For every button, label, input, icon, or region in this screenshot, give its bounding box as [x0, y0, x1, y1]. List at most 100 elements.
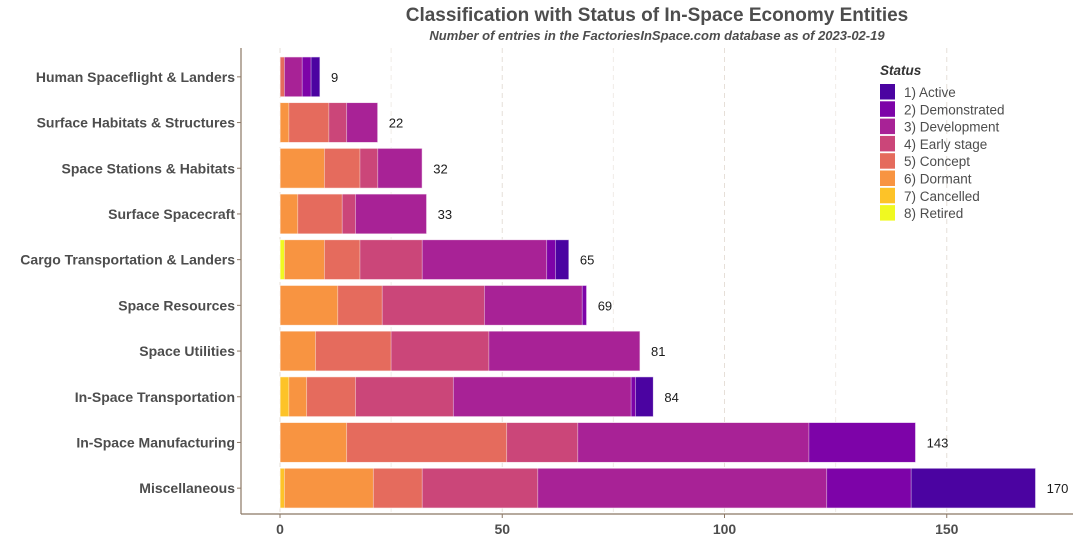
bar-segment [324, 239, 361, 281]
bar-segment [324, 147, 361, 189]
y-tick-label: In-Space Manufacturing [76, 434, 235, 450]
bars [279, 56, 1037, 509]
bar-segment [279, 284, 339, 326]
bar-segment [288, 376, 308, 418]
total-label: 84 [664, 390, 678, 405]
bar-group [279, 193, 428, 235]
bar-group [279, 147, 423, 189]
total-label: 22 [389, 116, 403, 131]
bar-outline [279, 102, 379, 144]
legend-item: 8) Retired [880, 205, 963, 221]
bar-outline [279, 376, 654, 418]
bar-segment [279, 376, 290, 418]
bar-segment [359, 239, 423, 281]
x-tick-labels: 0 50 100 150 [276, 514, 959, 537]
y-tick-label: Surface Habitats & Structures [37, 115, 236, 131]
bar-segment [301, 56, 312, 98]
total-label: 170 [1047, 481, 1069, 496]
legend-label: 3) Development [904, 120, 1000, 135]
legend-swatch [880, 187, 895, 204]
legend-label: 4) Early stage [904, 137, 987, 152]
legend-label: 8) Retired [904, 206, 963, 221]
bar-segment [372, 467, 423, 509]
bar-group [279, 239, 570, 281]
legend-swatch [880, 170, 895, 186]
bar-segment [306, 376, 356, 418]
y-tick-label: Human Spaceflight & Landers [36, 69, 235, 85]
y-tick-label: Miscellaneous [139, 480, 235, 496]
legend-label: 2) Demonstrated [904, 102, 1005, 117]
bar-segment [808, 422, 917, 463]
bar-group [279, 284, 588, 326]
total-labels: 9 22 32 33 65 69 81 84 143 170 [331, 70, 1068, 496]
bar-segment [484, 284, 583, 326]
legend-item: 2) Demonstrated [880, 101, 1005, 117]
total-label: 65 [580, 253, 594, 268]
legend-item: 1) Active [880, 84, 956, 100]
legend-label: 1) Active [904, 85, 956, 100]
bar-segment [288, 102, 330, 143]
y-tick-label: In-Space Transportation [75, 389, 235, 405]
legend-title: Status [880, 63, 922, 78]
bar-segment [284, 56, 303, 98]
bar-segment [537, 467, 828, 509]
bar-segment [506, 422, 579, 463]
x-tick-label: 100 [713, 521, 737, 537]
legend-item: 3) Development [880, 118, 1000, 135]
total-label: 32 [433, 161, 447, 176]
total-label: 143 [927, 435, 949, 450]
y-tick-label: Space Utilities [139, 343, 235, 359]
x-tick-label: 50 [494, 521, 510, 537]
x-tick-label: 0 [276, 521, 284, 537]
bar-segment [279, 239, 285, 281]
legend-swatch [880, 101, 895, 117]
bar-segment [315, 330, 392, 372]
bar-segment [577, 422, 810, 463]
bar-outline [279, 239, 570, 281]
legend-swatch [880, 135, 895, 152]
bar-outline [279, 56, 321, 98]
axes [240, 48, 1073, 515]
y-tick-label: Surface Spacecraft [108, 206, 235, 222]
bar-outline [279, 330, 641, 372]
bar-outline [279, 193, 428, 235]
total-label: 33 [438, 207, 452, 222]
y-tick-label: Space Resources [118, 297, 235, 313]
bar-segment [279, 330, 316, 372]
bar-segment [826, 467, 912, 509]
bar-segment [421, 239, 548, 281]
bar-group [279, 330, 641, 372]
bar-segment [284, 239, 325, 281]
bar-group [279, 376, 654, 418]
bar-outline [279, 147, 423, 189]
bar-outline [279, 467, 1037, 509]
bar-segment [297, 193, 343, 235]
bar-segment [355, 376, 454, 418]
legend-label: 5) Concept [904, 154, 970, 169]
y-tick-labels: Human Spaceflight & Landers Surface Habit… [20, 69, 241, 496]
legend-item: 7) Cancelled [880, 187, 980, 204]
bar-segment [359, 147, 379, 189]
bar-segment [279, 147, 325, 189]
bar-segment [279, 467, 285, 509]
bar-segment [279, 193, 299, 235]
y-tick-label: Cargo Transportation & Landers [20, 252, 235, 268]
y-tick-label: Space Stations & Habitats [62, 160, 236, 176]
legend-swatch [880, 84, 895, 100]
chart-subtitle: Number of entries in the FactoriesInSpac… [429, 28, 885, 43]
legend-item: 5) Concept [880, 153, 970, 169]
bar-segment [630, 376, 637, 418]
bar-segment [279, 422, 348, 463]
legend-swatch [880, 153, 895, 169]
bar-segment [284, 467, 374, 509]
bar-segment [346, 422, 508, 463]
bar-outline [279, 421, 917, 463]
bar-group [279, 102, 379, 144]
legend-label: 7) Cancelled [904, 189, 980, 204]
bar-segment [488, 330, 641, 372]
bar-segment [355, 193, 428, 235]
bar-segment [279, 102, 290, 143]
bar-segment [328, 102, 348, 143]
bar-segment [546, 239, 556, 281]
